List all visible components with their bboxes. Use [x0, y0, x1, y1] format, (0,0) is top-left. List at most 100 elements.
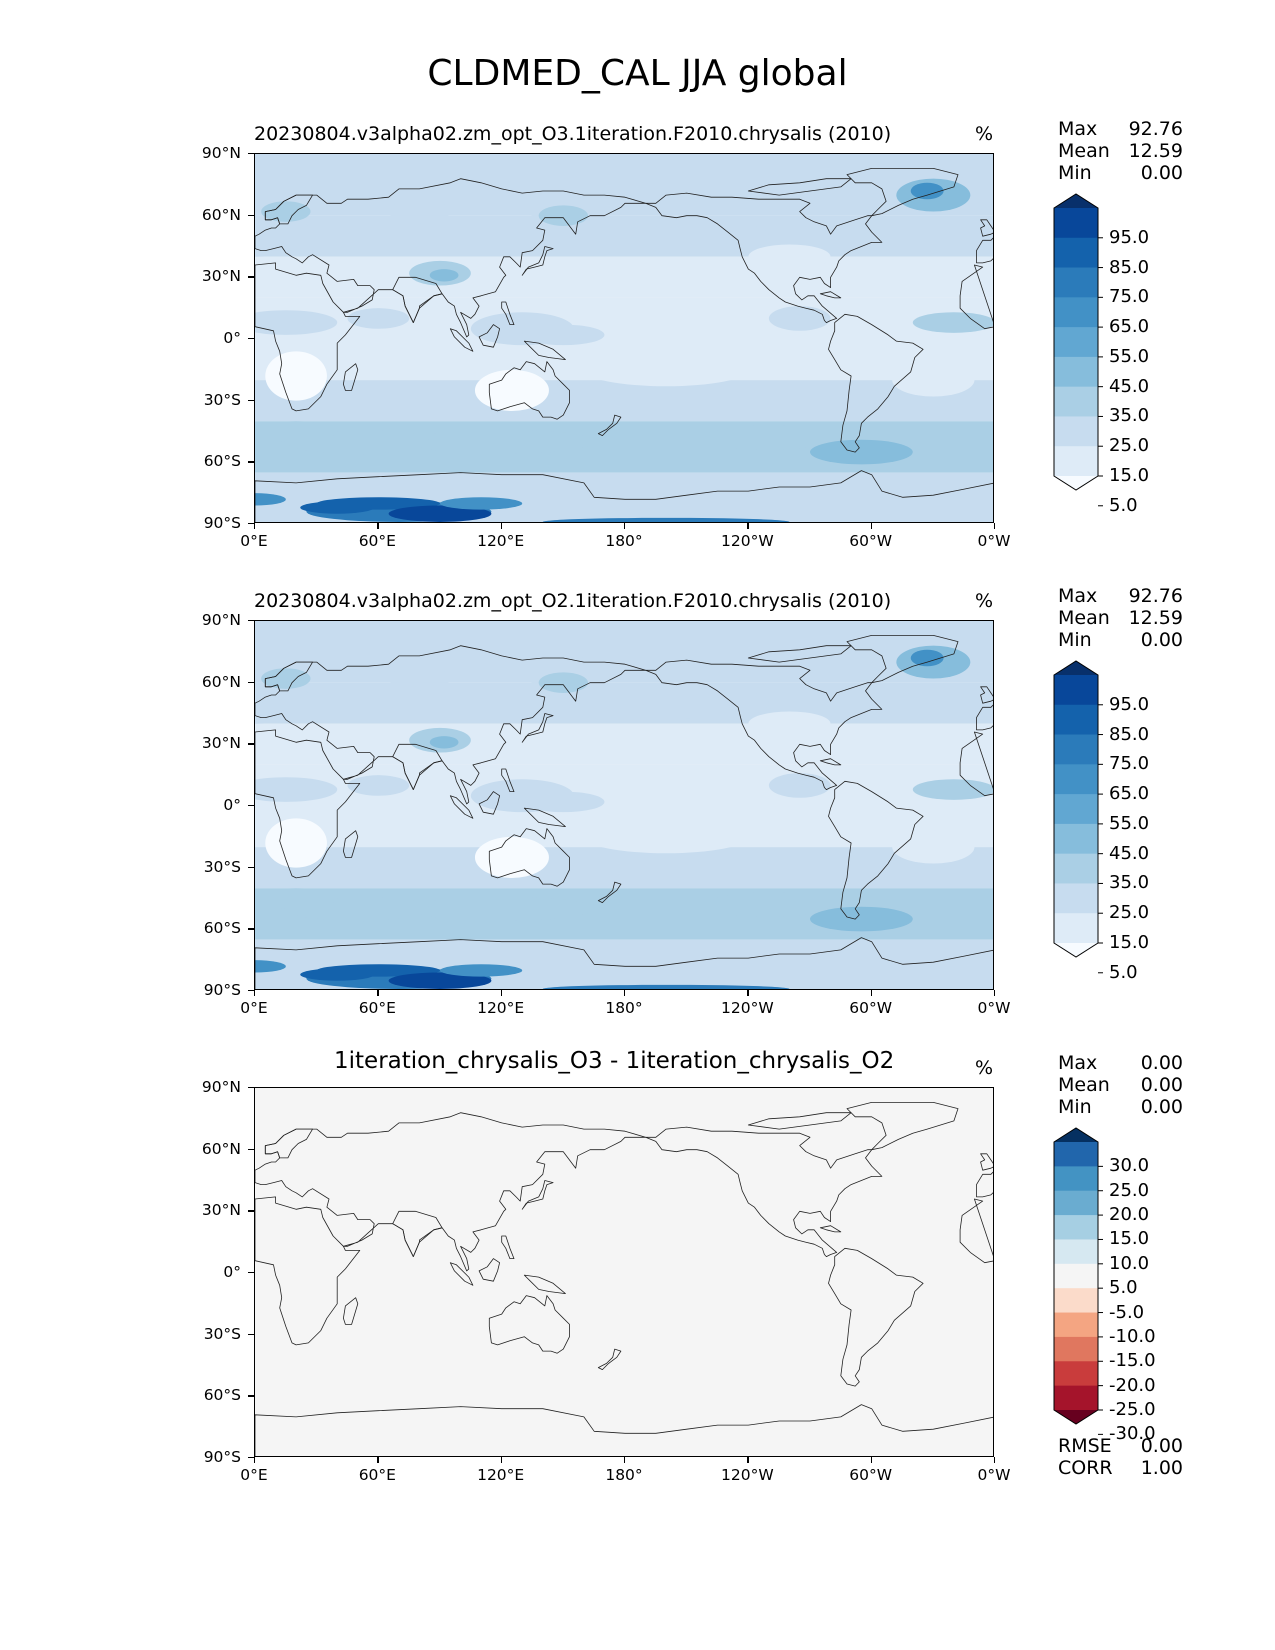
lat-tick-mark [248, 214, 254, 216]
coastline-antarctica [255, 1404, 993, 1456]
coastline-australia [488, 1295, 570, 1354]
lat-tick-label: 60°N [201, 1139, 241, 1158]
coastline-borneo [478, 324, 501, 348]
lon-tick-mark [747, 990, 749, 996]
lat-tick-mark [248, 153, 254, 155]
cloud-contour-blob [255, 888, 338, 909]
panel-title: 20230804.v3alpha02.zm_opt_O2.1iteration.… [254, 590, 892, 612]
colorbar-segment [1054, 823, 1098, 855]
coastline-india [392, 1210, 443, 1258]
coastline-uk [980, 1153, 993, 1171]
coastline-sumatra [449, 328, 474, 352]
coastline-europe-asia [255, 1112, 647, 1272]
cloud-contour-blob [255, 682, 317, 724]
coastline-greenland [846, 1101, 959, 1151]
map-svg [255, 621, 993, 989]
cloud-contour-blob [748, 244, 831, 270]
lon-tick-label: 120°W [720, 999, 774, 1017]
coastline-scandinavia [264, 661, 313, 692]
coastline-sumatra [449, 1262, 474, 1286]
cloud-contour-blob [388, 505, 492, 522]
colorbar-segment [1054, 208, 1098, 239]
stat-label: Mean [1058, 1074, 1110, 1096]
stat-label: RMSE [1058, 1435, 1112, 1457]
lat-tick-label: 30°S [203, 1324, 241, 1343]
lat-tick-mark [248, 620, 254, 622]
colorbar-label: 20.0 [1109, 1204, 1150, 1226]
stat-label: Min [1058, 162, 1092, 184]
colorbar-extend-bottom [1054, 476, 1098, 490]
coastline-africa [255, 1196, 361, 1346]
stat-value: 12.59 [1128, 607, 1183, 629]
colorbar-label: 25.0 [1109, 1179, 1150, 1201]
cloud-contour-blob [440, 964, 523, 977]
coastline-scandinavia [264, 1128, 313, 1159]
map-plot-area [254, 153, 994, 523]
coastline-europe-w [976, 1171, 993, 1198]
lon-tick-mark [500, 523, 502, 529]
colorbar-segment [1054, 675, 1098, 706]
colorbar-label: 30.0 [1109, 1155, 1150, 1177]
lon-tick-mark [254, 523, 256, 529]
cloud-contour-blob [429, 269, 459, 282]
lon-tick-mark [254, 990, 256, 996]
lat-tick-label: 90°N [201, 1078, 241, 1096]
lat-tick-label: 60°N [201, 205, 241, 224]
coastline-africa [255, 262, 361, 412]
colorbar-label: 10.0 [1109, 1252, 1150, 1274]
coastline-australia [488, 361, 570, 420]
lon-tick-mark [747, 1457, 749, 1463]
cloud-band [255, 847, 993, 889]
lon-tick-mark [870, 1457, 872, 1463]
colorbar-segment [1054, 1361, 1098, 1387]
coastline-borneo [478, 791, 501, 815]
colorbar-segment [1054, 237, 1098, 268]
colorbar-segment [1054, 1166, 1098, 1192]
stat-label: Mean [1058, 140, 1110, 162]
map-svg [255, 1088, 993, 1456]
colorbar-label: 5.0 [1109, 494, 1138, 516]
coastline-europe-w [976, 704, 993, 731]
cloud-contour-blob [347, 775, 410, 796]
coastline-cuba [819, 758, 842, 766]
coastline-antarctica [255, 470, 993, 522]
cloud-contour-blob [265, 351, 327, 401]
cloud-band [255, 215, 993, 257]
coastline-africa-w [959, 264, 993, 330]
coastline-india [392, 276, 443, 324]
cloud-band [255, 154, 993, 216]
lat-tick-label: 0° [223, 1263, 241, 1281]
coastline-madagascar [343, 830, 359, 858]
cloud-contour-blob [255, 960, 286, 973]
cloud-contour-blob [261, 201, 311, 222]
lon-tick-label: 0°E [240, 999, 268, 1017]
cloud-contour-blob [840, 328, 903, 370]
colorbar-label: 65.0 [1109, 316, 1150, 338]
colorbar-label: 15.0 [1109, 1228, 1150, 1250]
stat-value: 0.00 [1140, 1435, 1183, 1457]
map-plot-area [254, 1087, 994, 1457]
colorbar-extend-top [1054, 194, 1098, 208]
colorbar-segment [1054, 913, 1098, 944]
colorbar-label: -15.0 [1109, 1350, 1156, 1372]
cloud-contour-blob [910, 649, 944, 667]
coastline-africa-w [959, 1198, 993, 1264]
lat-tick-label: 30°N [201, 267, 241, 286]
lat-tick-label: 60°N [201, 672, 241, 691]
coastline-cuba [819, 291, 842, 299]
coastline-europe-asia [255, 645, 647, 805]
lat-tick-mark [248, 928, 254, 930]
lat-tick-label: 90°S [203, 981, 241, 999]
stat-value: 0.00 [1140, 1074, 1183, 1096]
coastline-greenland [846, 167, 959, 217]
coastline-s-america [828, 313, 924, 453]
lon-tick-label: 0°E [240, 1466, 268, 1484]
cloud-contour-blob [255, 493, 286, 506]
colorbar-label: 85.0 [1109, 256, 1150, 278]
lon-tick-mark [994, 523, 996, 529]
panel-units: % [975, 590, 994, 612]
lat-tick-mark [248, 1087, 254, 1089]
lat-tick-label: 60°S [203, 452, 241, 471]
lon-tick-label: 0°W [977, 999, 1011, 1017]
lon-tick-mark [747, 523, 749, 529]
